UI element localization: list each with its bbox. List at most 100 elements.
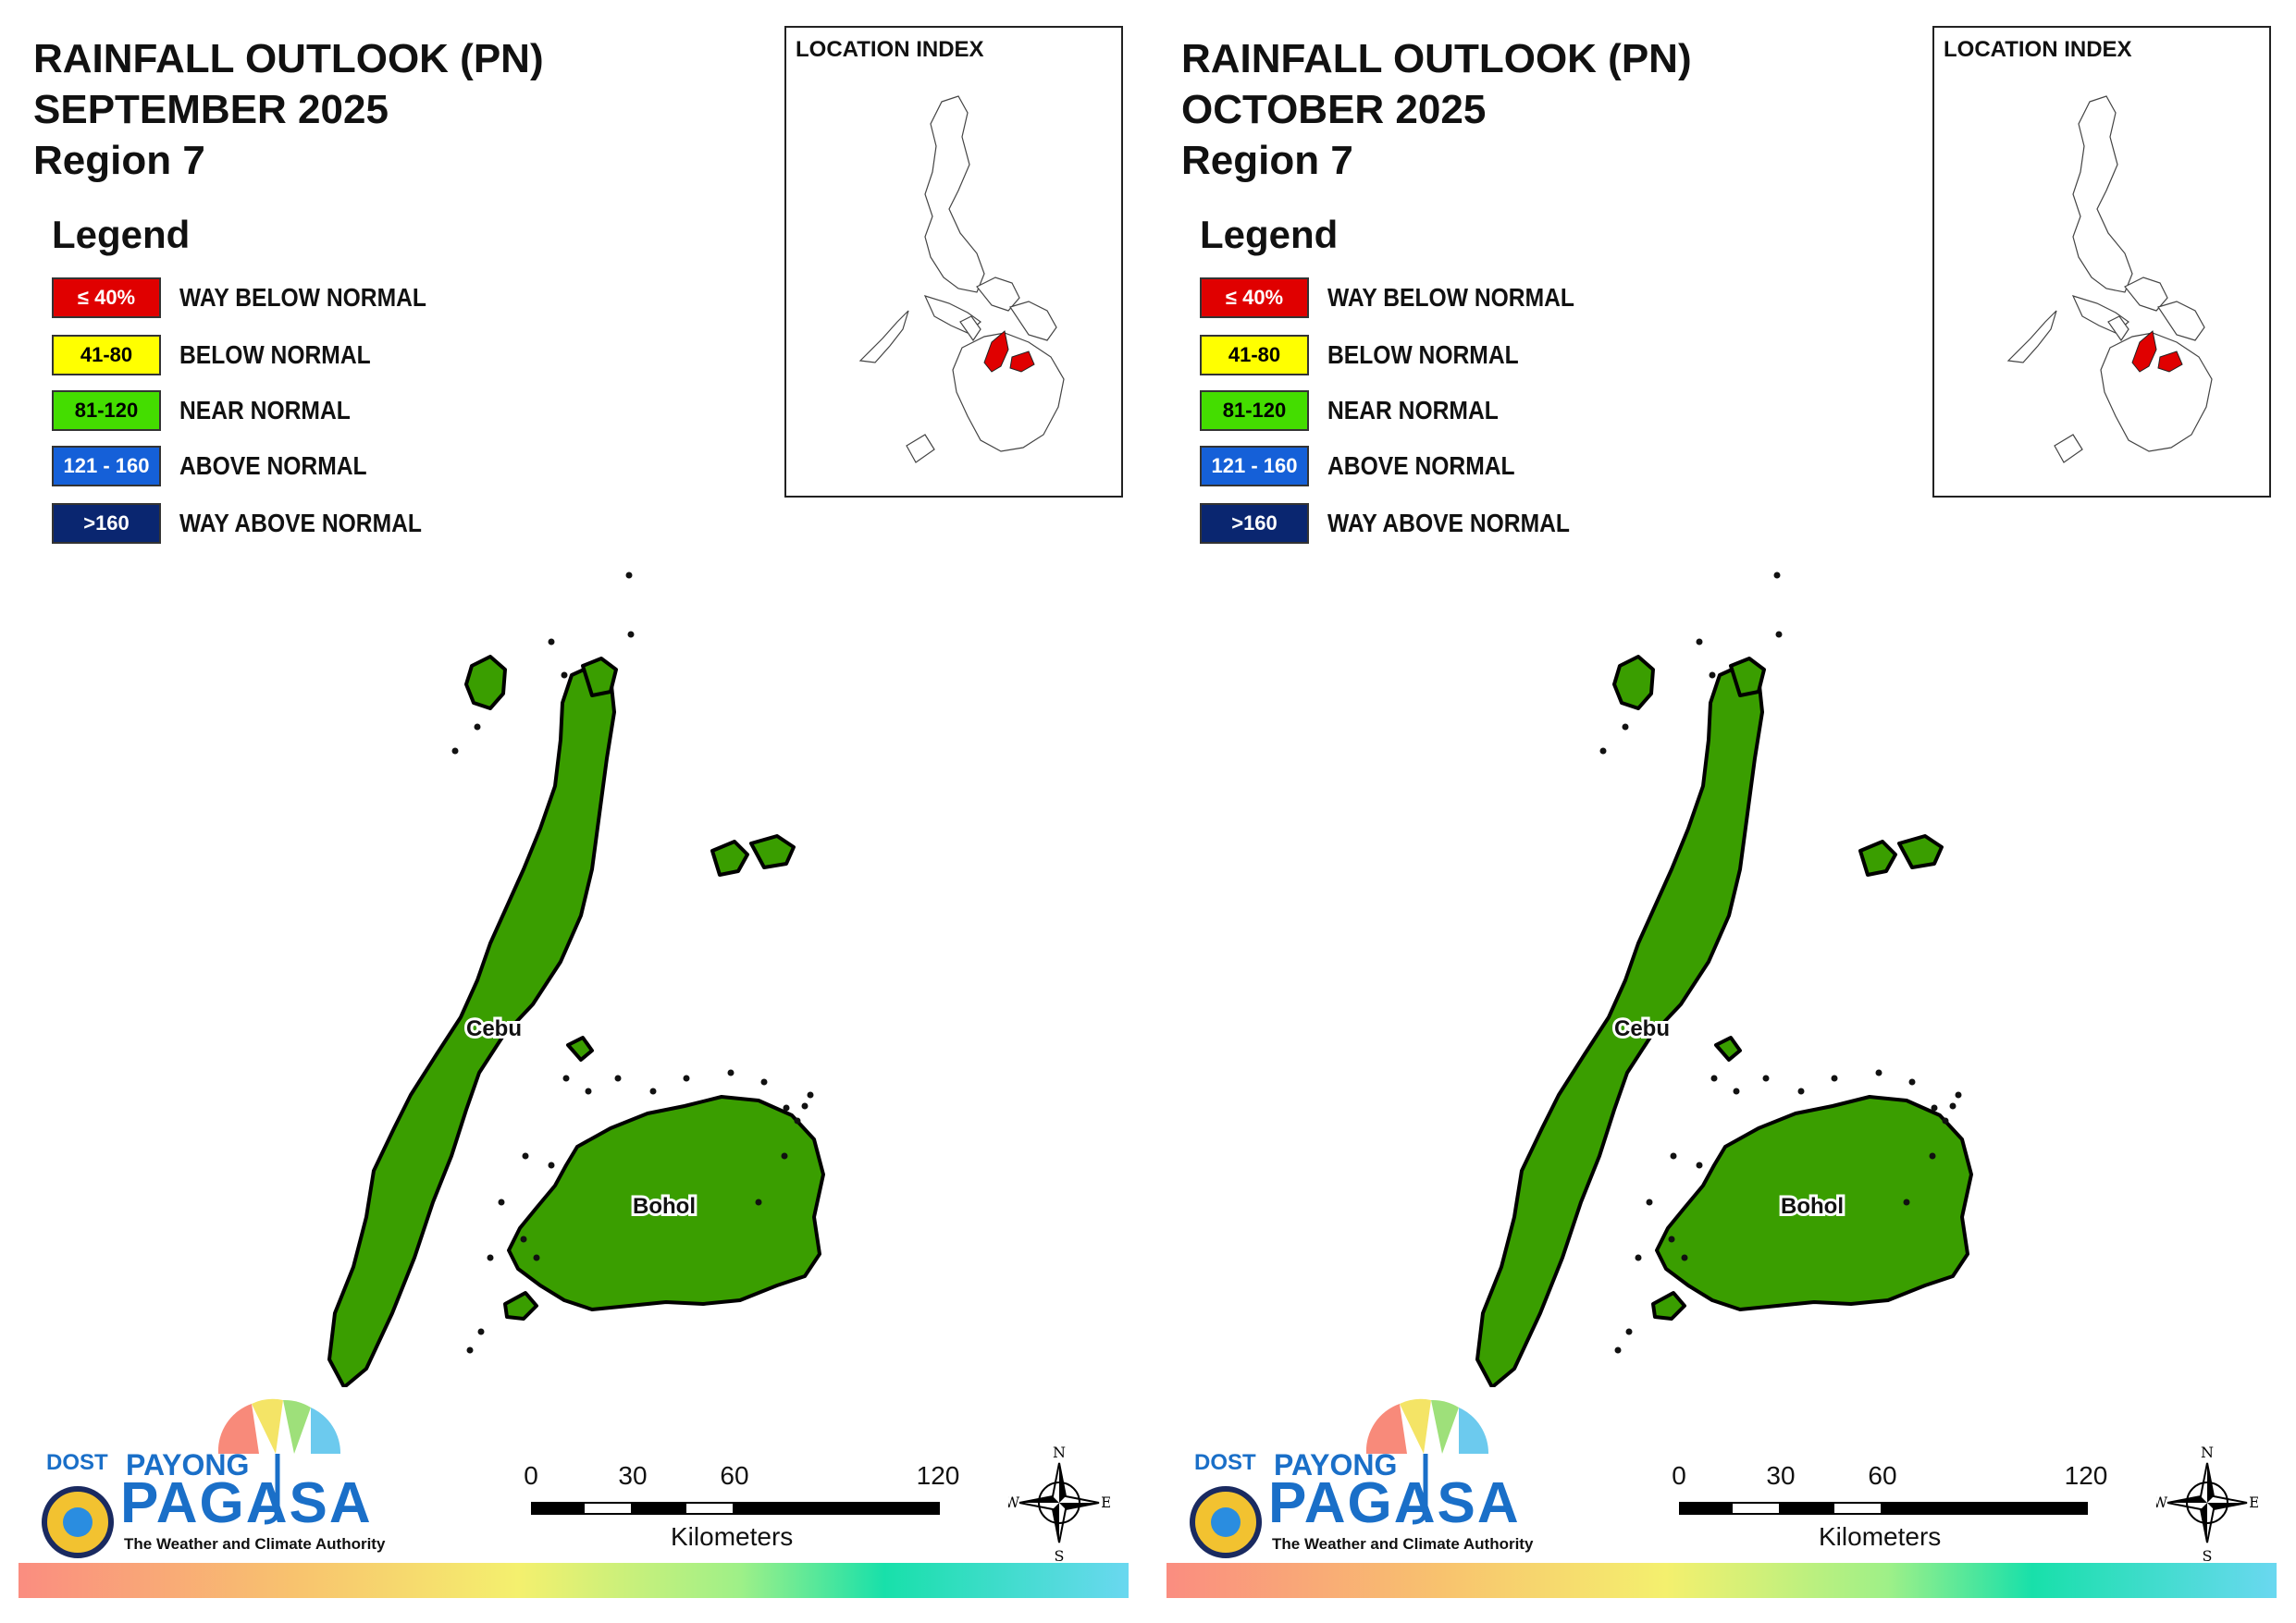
islet-dot (498, 1199, 505, 1206)
logo-tagline: The Weather and Climate Authority (1272, 1535, 1534, 1553)
inset-landmass (858, 310, 909, 363)
logo-tagline: The Weather and Climate Authority (124, 1535, 386, 1553)
islet-dot (1709, 671, 1716, 679)
islet-dot (1622, 723, 1629, 731)
legend-label: NEAR NORMAL (1327, 396, 1499, 424)
islet-dot (1908, 1078, 1916, 1086)
inset-landmass (1009, 301, 1057, 341)
legend-title: Legend (1200, 213, 1339, 256)
islet-dot (1681, 1254, 1688, 1261)
logo-payong: PAYONG (126, 1448, 250, 1482)
scale-tick-label: 30 (1766, 1461, 1796, 1490)
scale-segment (1731, 1502, 1781, 1515)
islet-dot (1625, 1328, 1633, 1335)
islet-dot (649, 1088, 657, 1095)
scale-segment (531, 1502, 583, 1515)
scale-tick-label: 30 (618, 1461, 648, 1490)
islet-dot (683, 1075, 690, 1082)
region-line: Region 7 (1181, 138, 1353, 183)
inset-label: LOCATION INDEX (1944, 37, 2132, 62)
legend-swatch: >160 (52, 503, 161, 544)
islet-dot (585, 1088, 592, 1095)
period-line: SEPTEMBER 2025 (33, 87, 389, 132)
legend-label: ABOVE NORMAL (1327, 451, 1515, 480)
islet-dot (520, 1236, 527, 1243)
logo-payong: PAYONG (1274, 1448, 1398, 1482)
inset-region-highlight (983, 330, 1035, 373)
landmass (1897, 834, 1944, 869)
islet-dot (522, 1152, 529, 1160)
landmass (710, 840, 749, 877)
period-line: OCTOBER 2025 (1181, 87, 1487, 132)
islet-dot (533, 1254, 540, 1261)
landmass (1655, 1095, 1973, 1311)
footer-color-strip (1167, 1563, 2277, 1598)
compass-direction-label: W (2156, 1494, 2168, 1511)
landmass (749, 834, 796, 869)
legend-swatch: 81-120 (52, 390, 161, 431)
legend-label: ABOVE NORMAL (179, 451, 367, 480)
legend-title: Legend (52, 213, 191, 256)
scale-segment (1882, 1502, 2088, 1515)
inset-landmass (2072, 95, 2133, 293)
islet-dot (548, 638, 555, 646)
north-arrow-icon: N S E W (2153, 1443, 2260, 1565)
scale-segment (633, 1502, 685, 1515)
landmass (1475, 664, 1764, 1387)
title-line: RAINFALL OUTLOOK (PN) (1181, 36, 1692, 81)
inset-landmass (2124, 277, 2168, 312)
location-index-inset: LOCATION INDEX (784, 26, 1123, 498)
landmass (1714, 1036, 1742, 1062)
islet-dot (1710, 1075, 1718, 1082)
landmass (507, 1095, 825, 1311)
scale-unit: Kilometers (671, 1522, 794, 1551)
inset-landmass (2054, 434, 2083, 463)
islet-dot (614, 1075, 622, 1082)
legend-swatch: 41-80 (52, 335, 161, 375)
inset-region-highlight (2131, 330, 2183, 373)
pagasa-logo: DOST PAYONG PAGASA The Weather and Climate … (1181, 1387, 1551, 1563)
islet-dot (1797, 1088, 1805, 1095)
inset-landmass (952, 332, 1065, 452)
place-label: Bohol (633, 1194, 696, 1219)
islet-dot (1762, 1075, 1770, 1082)
legend-swatch: 121 - 160 (52, 446, 161, 486)
legend-label: WAY ABOVE NORMAL (1327, 509, 1570, 537)
logo-dost: DOST (46, 1450, 108, 1475)
islet-dot (1670, 1152, 1677, 1160)
compass-direction-label: S (2203, 1547, 2213, 1563)
scale-tick-label: 0 (1672, 1461, 1686, 1490)
landmass (1651, 1291, 1686, 1321)
inset-landmass (906, 434, 935, 463)
compass-direction-label: E (1101, 1494, 1110, 1511)
legend-label: WAY BELOW NORMAL (1327, 283, 1574, 312)
location-index-inset: LOCATION INDEX (1932, 26, 2271, 498)
legend-swatch: >160 (1200, 503, 1309, 544)
islet-dot (627, 631, 635, 638)
legend-swatch: 41-80 (1200, 335, 1309, 375)
islet-dot (1775, 631, 1783, 638)
legend-swatch: 121 - 160 (1200, 446, 1309, 486)
inset-landmass (2100, 332, 2213, 452)
inset-landmass (2006, 310, 2057, 363)
islet-dot (562, 1075, 570, 1082)
islet-dot (1646, 1199, 1653, 1206)
islet-dot (727, 1069, 734, 1076)
landmass (1858, 840, 1897, 877)
islet-dot (1635, 1254, 1642, 1261)
islet-dot (1696, 638, 1703, 646)
philippines-outline-map (2006, 95, 2213, 463)
compass-direction-label: W (1008, 1494, 1020, 1511)
place-label: Bohol (1781, 1194, 1844, 1219)
landmass (503, 1291, 538, 1321)
islet-dot (1831, 1075, 1838, 1082)
islet-dot (1929, 1152, 1936, 1160)
scale-tick-label: 60 (1868, 1461, 1897, 1490)
logo-pagasa: PAGASA (120, 1471, 373, 1535)
islet-dot (760, 1078, 768, 1086)
landmass (327, 664, 616, 1387)
scale-tick-label: 120 (916, 1461, 960, 1490)
legend-label: BELOW NORMAL (1327, 340, 1519, 369)
legend-label: BELOW NORMAL (179, 340, 371, 369)
legend-swatch: 81-120 (1200, 390, 1309, 431)
